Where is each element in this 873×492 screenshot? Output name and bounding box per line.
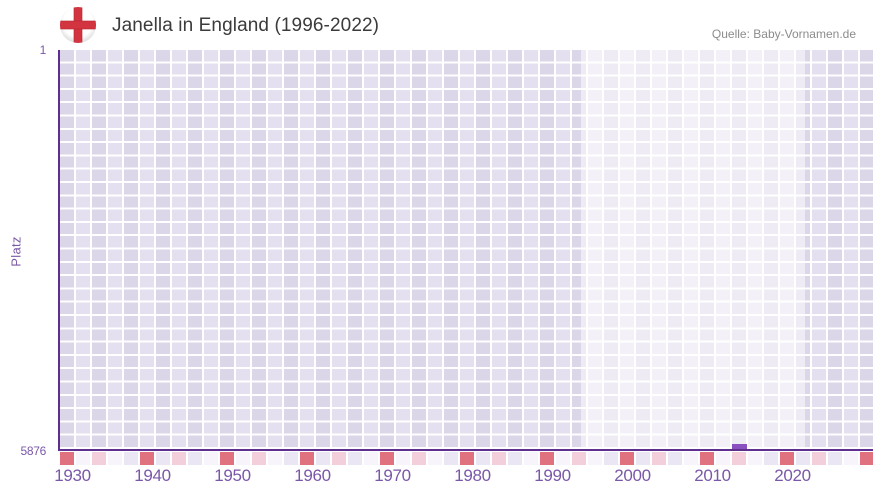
decade-strip-cell bbox=[476, 452, 490, 465]
decade-strip-cell-decade bbox=[620, 452, 634, 465]
decade-strip-cell bbox=[588, 452, 602, 465]
x-tick-label: 2000 bbox=[614, 466, 651, 485]
x-tick-label: 2010 bbox=[694, 466, 731, 485]
decade-strip-cell-mid bbox=[812, 452, 826, 465]
x-tick-label: 1980 bbox=[454, 466, 491, 485]
decade-strip-cell-decade bbox=[540, 452, 554, 465]
decade-strip-cell bbox=[524, 452, 538, 465]
decade-strip-cell-mid bbox=[92, 452, 106, 465]
decade-strip-cell bbox=[108, 452, 122, 465]
data-period-highlight bbox=[580, 50, 805, 449]
rank-bar[interactable] bbox=[732, 444, 747, 449]
decade-strip-cell-mid bbox=[172, 452, 186, 465]
decade-strip-cell bbox=[604, 452, 618, 465]
y-axis-line bbox=[58, 50, 60, 451]
decade-strip-cell bbox=[556, 452, 570, 465]
decade-strip-cell bbox=[236, 452, 250, 465]
x-tick-label: 1950 bbox=[214, 466, 251, 485]
decade-strip-cell-mid bbox=[732, 452, 746, 465]
decade-strip-cell bbox=[764, 452, 778, 465]
decade-strip-cell-mid bbox=[252, 452, 266, 465]
decade-strip-cell bbox=[444, 452, 458, 465]
x-axis-line bbox=[58, 449, 873, 451]
decade-strip-cell-mid bbox=[652, 452, 666, 465]
decade-strip-cell bbox=[668, 452, 682, 465]
decade-strip-cell bbox=[428, 452, 442, 465]
y-tick-rank-5876: 5876 bbox=[20, 444, 47, 458]
decade-strip-cell bbox=[636, 452, 650, 465]
decade-strip-cell-decade bbox=[380, 452, 394, 465]
decade-strip-cell-decade bbox=[60, 452, 74, 465]
decade-strip-cell-decade bbox=[700, 452, 714, 465]
x-tick-label: 1930 bbox=[54, 466, 91, 485]
x-tick-label: 1940 bbox=[134, 466, 171, 485]
decade-strip-cell-mid bbox=[412, 452, 426, 465]
x-tick-label: 1970 bbox=[374, 466, 411, 485]
decade-strip-cell bbox=[684, 452, 698, 465]
y-tick-rank-1: 1 bbox=[39, 43, 47, 57]
decade-strip-cell-decade bbox=[860, 452, 873, 465]
decade-strip-cell-decade bbox=[300, 452, 314, 465]
decade-strip-cell bbox=[828, 452, 842, 465]
chart-title: Janella in England (1996-2022) bbox=[112, 15, 380, 36]
decade-strip-cell-decade bbox=[220, 452, 234, 465]
decade-strip-cell bbox=[716, 452, 730, 465]
x-tick-label: 2020 bbox=[774, 466, 811, 485]
decade-strip-cell bbox=[188, 452, 202, 465]
decade-strip-cell bbox=[268, 452, 282, 465]
decade-strip-cell-decade bbox=[140, 452, 154, 465]
decade-strip bbox=[60, 452, 873, 465]
decade-strip-cell-mid bbox=[492, 452, 506, 465]
decade-strip-cell bbox=[364, 452, 378, 465]
decade-strip-cell bbox=[156, 452, 170, 465]
plot-area bbox=[60, 50, 873, 449]
decade-strip-cell bbox=[348, 452, 362, 465]
decade-strip-cell bbox=[796, 452, 810, 465]
decade-strip-cell-mid bbox=[332, 452, 346, 465]
decade-strip-cell bbox=[124, 452, 138, 465]
england-flag-icon bbox=[59, 6, 97, 44]
decade-strip-cell bbox=[844, 452, 858, 465]
decade-strip-cell bbox=[508, 452, 522, 465]
decade-strip-cell bbox=[396, 452, 410, 465]
source-credit: Quelle: Baby-Vornamen.de bbox=[711, 27, 856, 41]
decade-strip-cell bbox=[748, 452, 762, 465]
decade-strip-cell bbox=[316, 452, 330, 465]
y-axis-title: Platz bbox=[8, 236, 24, 267]
x-axis-ticks: 1930 1940 1950 1960 1970 1980 1990 2000 2010 2020 bbox=[54, 466, 873, 488]
x-tick-label: 1960 bbox=[294, 466, 331, 485]
x-tick-label: 1990 bbox=[534, 466, 571, 485]
decade-strip-cell bbox=[76, 452, 90, 465]
decade-strip-cell-decade bbox=[460, 452, 474, 465]
decade-strip-cell-decade bbox=[780, 452, 794, 465]
decade-strip-cell-mid bbox=[572, 452, 586, 465]
decade-strip-cell bbox=[284, 452, 298, 465]
decade-strip-cell bbox=[204, 452, 218, 465]
